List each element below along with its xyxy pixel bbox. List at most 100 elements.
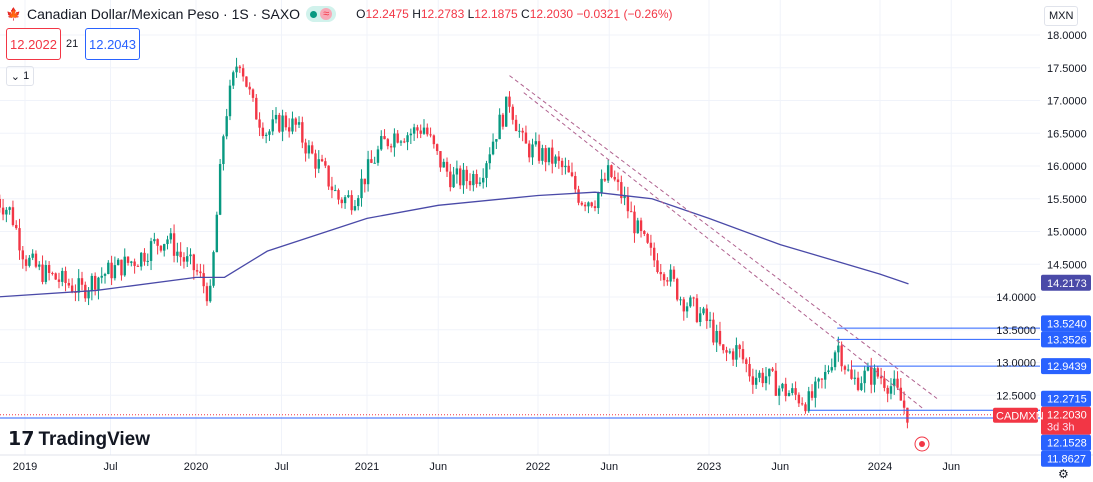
candle-body (166, 239, 169, 245)
candle-body (54, 273, 57, 280)
candle-body (715, 330, 718, 343)
candle-body (735, 345, 738, 360)
candle-body (606, 165, 610, 181)
candle-body (149, 241, 153, 261)
sell-button[interactable]: 12.2022 (6, 28, 61, 60)
candle-body (340, 199, 343, 204)
candle-body (495, 139, 498, 142)
candle-body (873, 368, 876, 385)
x-axis-label: Jul (274, 461, 288, 473)
candle-body (847, 369, 850, 371)
candle-body (373, 162, 376, 164)
candle-body (439, 151, 442, 168)
level-price-label: 11.8627 (1047, 454, 1086, 466)
candle-body (699, 313, 702, 323)
candle-body (843, 366, 847, 370)
candle-body (702, 308, 705, 314)
level-price-label: 12.2715 (1047, 394, 1087, 406)
candle-body (521, 130, 524, 133)
candle-body (317, 159, 320, 169)
y-axis-label: 18.0000 (1047, 30, 1087, 42)
approx-icon: ≈ (320, 8, 333, 20)
candle-body (889, 386, 893, 394)
candle-body (896, 378, 899, 388)
candle-body (77, 278, 80, 293)
candle-body (376, 149, 380, 163)
candle-body (44, 265, 48, 282)
candle-body (123, 256, 126, 276)
candle-body (107, 262, 110, 275)
candle-body (478, 182, 482, 184)
candle-body (320, 159, 324, 162)
candle-body (268, 131, 271, 135)
candle-body (209, 285, 212, 302)
buy-button[interactable]: 12.2043 (85, 28, 140, 60)
candle-body (649, 242, 653, 248)
settings-icon[interactable]: ⚙ (1058, 467, 1069, 481)
candle-body (419, 130, 422, 134)
candle-body (28, 257, 31, 266)
level-price-label: 12.1528 (1047, 438, 1087, 450)
candle-body (754, 377, 758, 385)
chevron-down-icon: ⌄ (10, 70, 21, 83)
candle-body (462, 169, 465, 186)
symbol-tag-bg (993, 407, 1038, 423)
candle-body (679, 299, 682, 301)
candle-body (514, 119, 518, 132)
candle-body (399, 141, 403, 143)
candle-body (768, 368, 771, 377)
candle-body (692, 297, 695, 299)
candle-body (728, 351, 732, 353)
candle-body (488, 154, 491, 164)
candle-body (228, 85, 232, 117)
candle-body (5, 209, 8, 215)
candle-body (583, 204, 587, 207)
y-axis-label: 17.0000 (1047, 96, 1087, 108)
collapse-indicators-button[interactable]: ⌄ 1 (6, 66, 34, 86)
candle-body (113, 265, 117, 279)
candle-body (870, 366, 873, 385)
candle-body (116, 259, 120, 266)
candle-body (18, 228, 21, 251)
level-price-label-bg (1041, 390, 1091, 407)
candle-body (432, 135, 436, 145)
candle-body (781, 383, 784, 389)
level-price-label-bg (1041, 358, 1091, 375)
candle-body (232, 72, 235, 86)
symbol-title[interactable]: Canadian Dollar/Mexican Peso · 1S · SAXO (26, 6, 301, 22)
candle-body (787, 393, 791, 397)
candle-body (610, 165, 613, 177)
candle-body (70, 285, 74, 292)
candle-body (676, 278, 679, 300)
candle-body (807, 391, 810, 412)
candle-body (695, 298, 699, 323)
candle-body (360, 178, 363, 199)
candle-body (366, 159, 370, 185)
candle-body (241, 68, 245, 77)
candle-body (350, 195, 353, 211)
moving-average-line (0, 191, 909, 298)
x-axis-label: 2023 (697, 461, 721, 473)
candle-body (682, 299, 685, 312)
candle-body (225, 116, 228, 137)
candle-body (449, 171, 452, 188)
currency-button[interactable]: MXN (1044, 6, 1079, 26)
status-badges[interactable]: ≈ (306, 6, 337, 22)
tv-logo-icon: 𝟭𝟳 (8, 429, 35, 450)
candle-body (850, 369, 853, 379)
candle-body (758, 372, 761, 378)
y-axis-label: 16.5000 (1047, 128, 1087, 140)
candle-body (902, 400, 906, 408)
candle-body (261, 127, 265, 136)
candle-body (176, 251, 179, 256)
candle-body (774, 370, 778, 396)
candle-body (426, 127, 429, 135)
candle-body (567, 165, 570, 173)
x-axis-label: 2021 (355, 461, 379, 473)
candle-body (169, 233, 172, 240)
candle-body (153, 239, 156, 242)
candle-body (143, 252, 146, 262)
x-axis-label: Jun (942, 461, 960, 473)
candle-body (761, 372, 764, 384)
